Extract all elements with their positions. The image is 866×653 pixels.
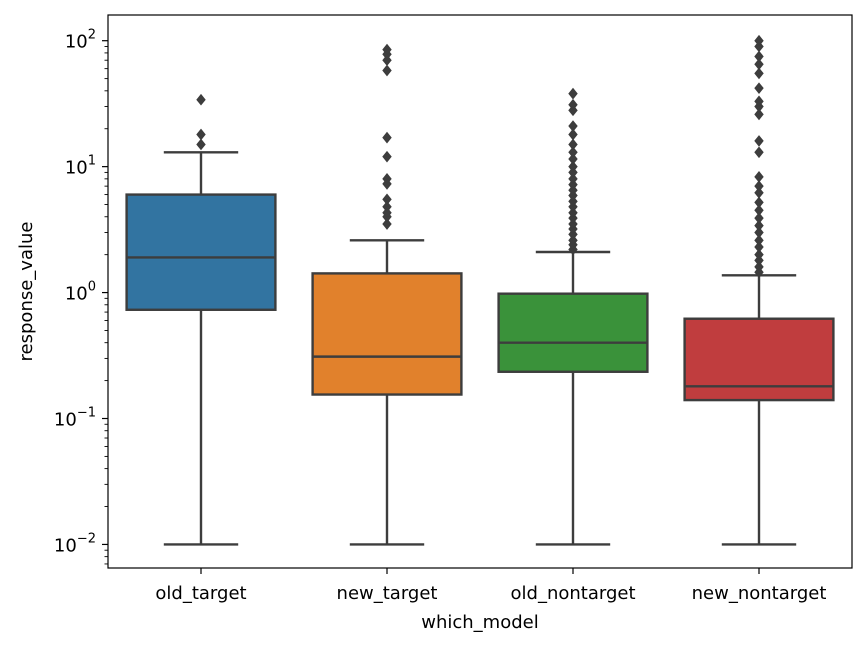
outlier-point xyxy=(568,218,578,230)
outlier-point xyxy=(754,67,764,80)
y-tick-label: 10−1 xyxy=(54,406,96,431)
outlier-point xyxy=(568,206,578,219)
outlier-point xyxy=(754,219,764,232)
outlier-point xyxy=(754,170,764,183)
box-iqr xyxy=(683,317,835,402)
box-iqr xyxy=(497,292,649,373)
x-axis-label: which_model xyxy=(421,612,538,633)
box-iqr xyxy=(311,272,463,396)
outlier-point xyxy=(568,173,578,185)
outlier-point xyxy=(754,82,764,94)
outlier-point xyxy=(382,218,392,230)
outlier-point xyxy=(382,64,392,77)
plot-frame xyxy=(107,14,853,569)
outlier-point xyxy=(754,186,764,199)
outlier-point xyxy=(382,131,392,144)
box-group-old_target xyxy=(125,93,277,546)
outlier-point xyxy=(754,146,764,159)
x-tick-label: new_target xyxy=(337,583,438,604)
x-tick-label: old_nontarget xyxy=(511,583,636,604)
y-tick-label: 10−2 xyxy=(54,531,96,556)
outlier-point xyxy=(754,180,764,192)
y-axis: 10−2 10−1 100 101 102 xyxy=(54,28,108,565)
outlier-point xyxy=(754,196,764,209)
outlier-point xyxy=(382,200,392,213)
outlier-point xyxy=(754,50,764,63)
box-group-old_nontarget xyxy=(497,87,649,546)
outlier-point xyxy=(754,226,764,239)
outlier-point xyxy=(568,146,578,159)
outlier-point xyxy=(754,135,764,147)
x-tick-label: old_target xyxy=(155,583,246,604)
outlier-point xyxy=(382,206,392,219)
x-tick-label: new_nontarget xyxy=(692,583,827,604)
y-tick-label: 102 xyxy=(65,28,96,53)
outlier-point xyxy=(568,138,578,151)
y-axis-label: response_value xyxy=(16,222,37,362)
x-axis: old_target new_target old_nontarget new_non… xyxy=(155,568,826,604)
y-tick-label: 100 xyxy=(65,280,96,305)
outlier-point xyxy=(754,261,764,273)
outlier-point xyxy=(568,87,578,100)
outlier-point xyxy=(568,128,578,141)
outlier-point xyxy=(568,234,578,247)
outlier-point xyxy=(196,93,206,106)
outlier-point xyxy=(382,193,392,206)
outlier-point xyxy=(568,120,578,132)
y-tick-label: 101 xyxy=(65,154,96,179)
outlier-point xyxy=(568,195,578,208)
box-group-new_nontarget xyxy=(683,34,835,546)
box-iqr xyxy=(125,193,277,311)
outlier-point xyxy=(754,241,764,253)
outlier-point xyxy=(754,212,764,224)
outlier-point xyxy=(382,54,392,67)
outlier-point xyxy=(382,150,392,163)
outlier-point xyxy=(754,95,764,108)
outlier-point xyxy=(754,248,764,261)
outlier-point xyxy=(568,160,578,173)
outlier-point xyxy=(754,34,764,47)
outlier-point xyxy=(568,153,578,165)
outlier-point xyxy=(382,43,392,56)
outlier-point xyxy=(568,98,578,111)
outlier-point xyxy=(196,128,206,141)
outlier-point xyxy=(382,173,392,185)
outlier-point xyxy=(754,234,764,247)
outlier-point xyxy=(196,138,206,151)
marks-layer xyxy=(125,34,835,546)
outlier-point xyxy=(754,108,764,121)
box-group-new_target xyxy=(311,43,463,546)
outlier-point xyxy=(754,58,764,71)
outlier-point xyxy=(754,204,764,217)
